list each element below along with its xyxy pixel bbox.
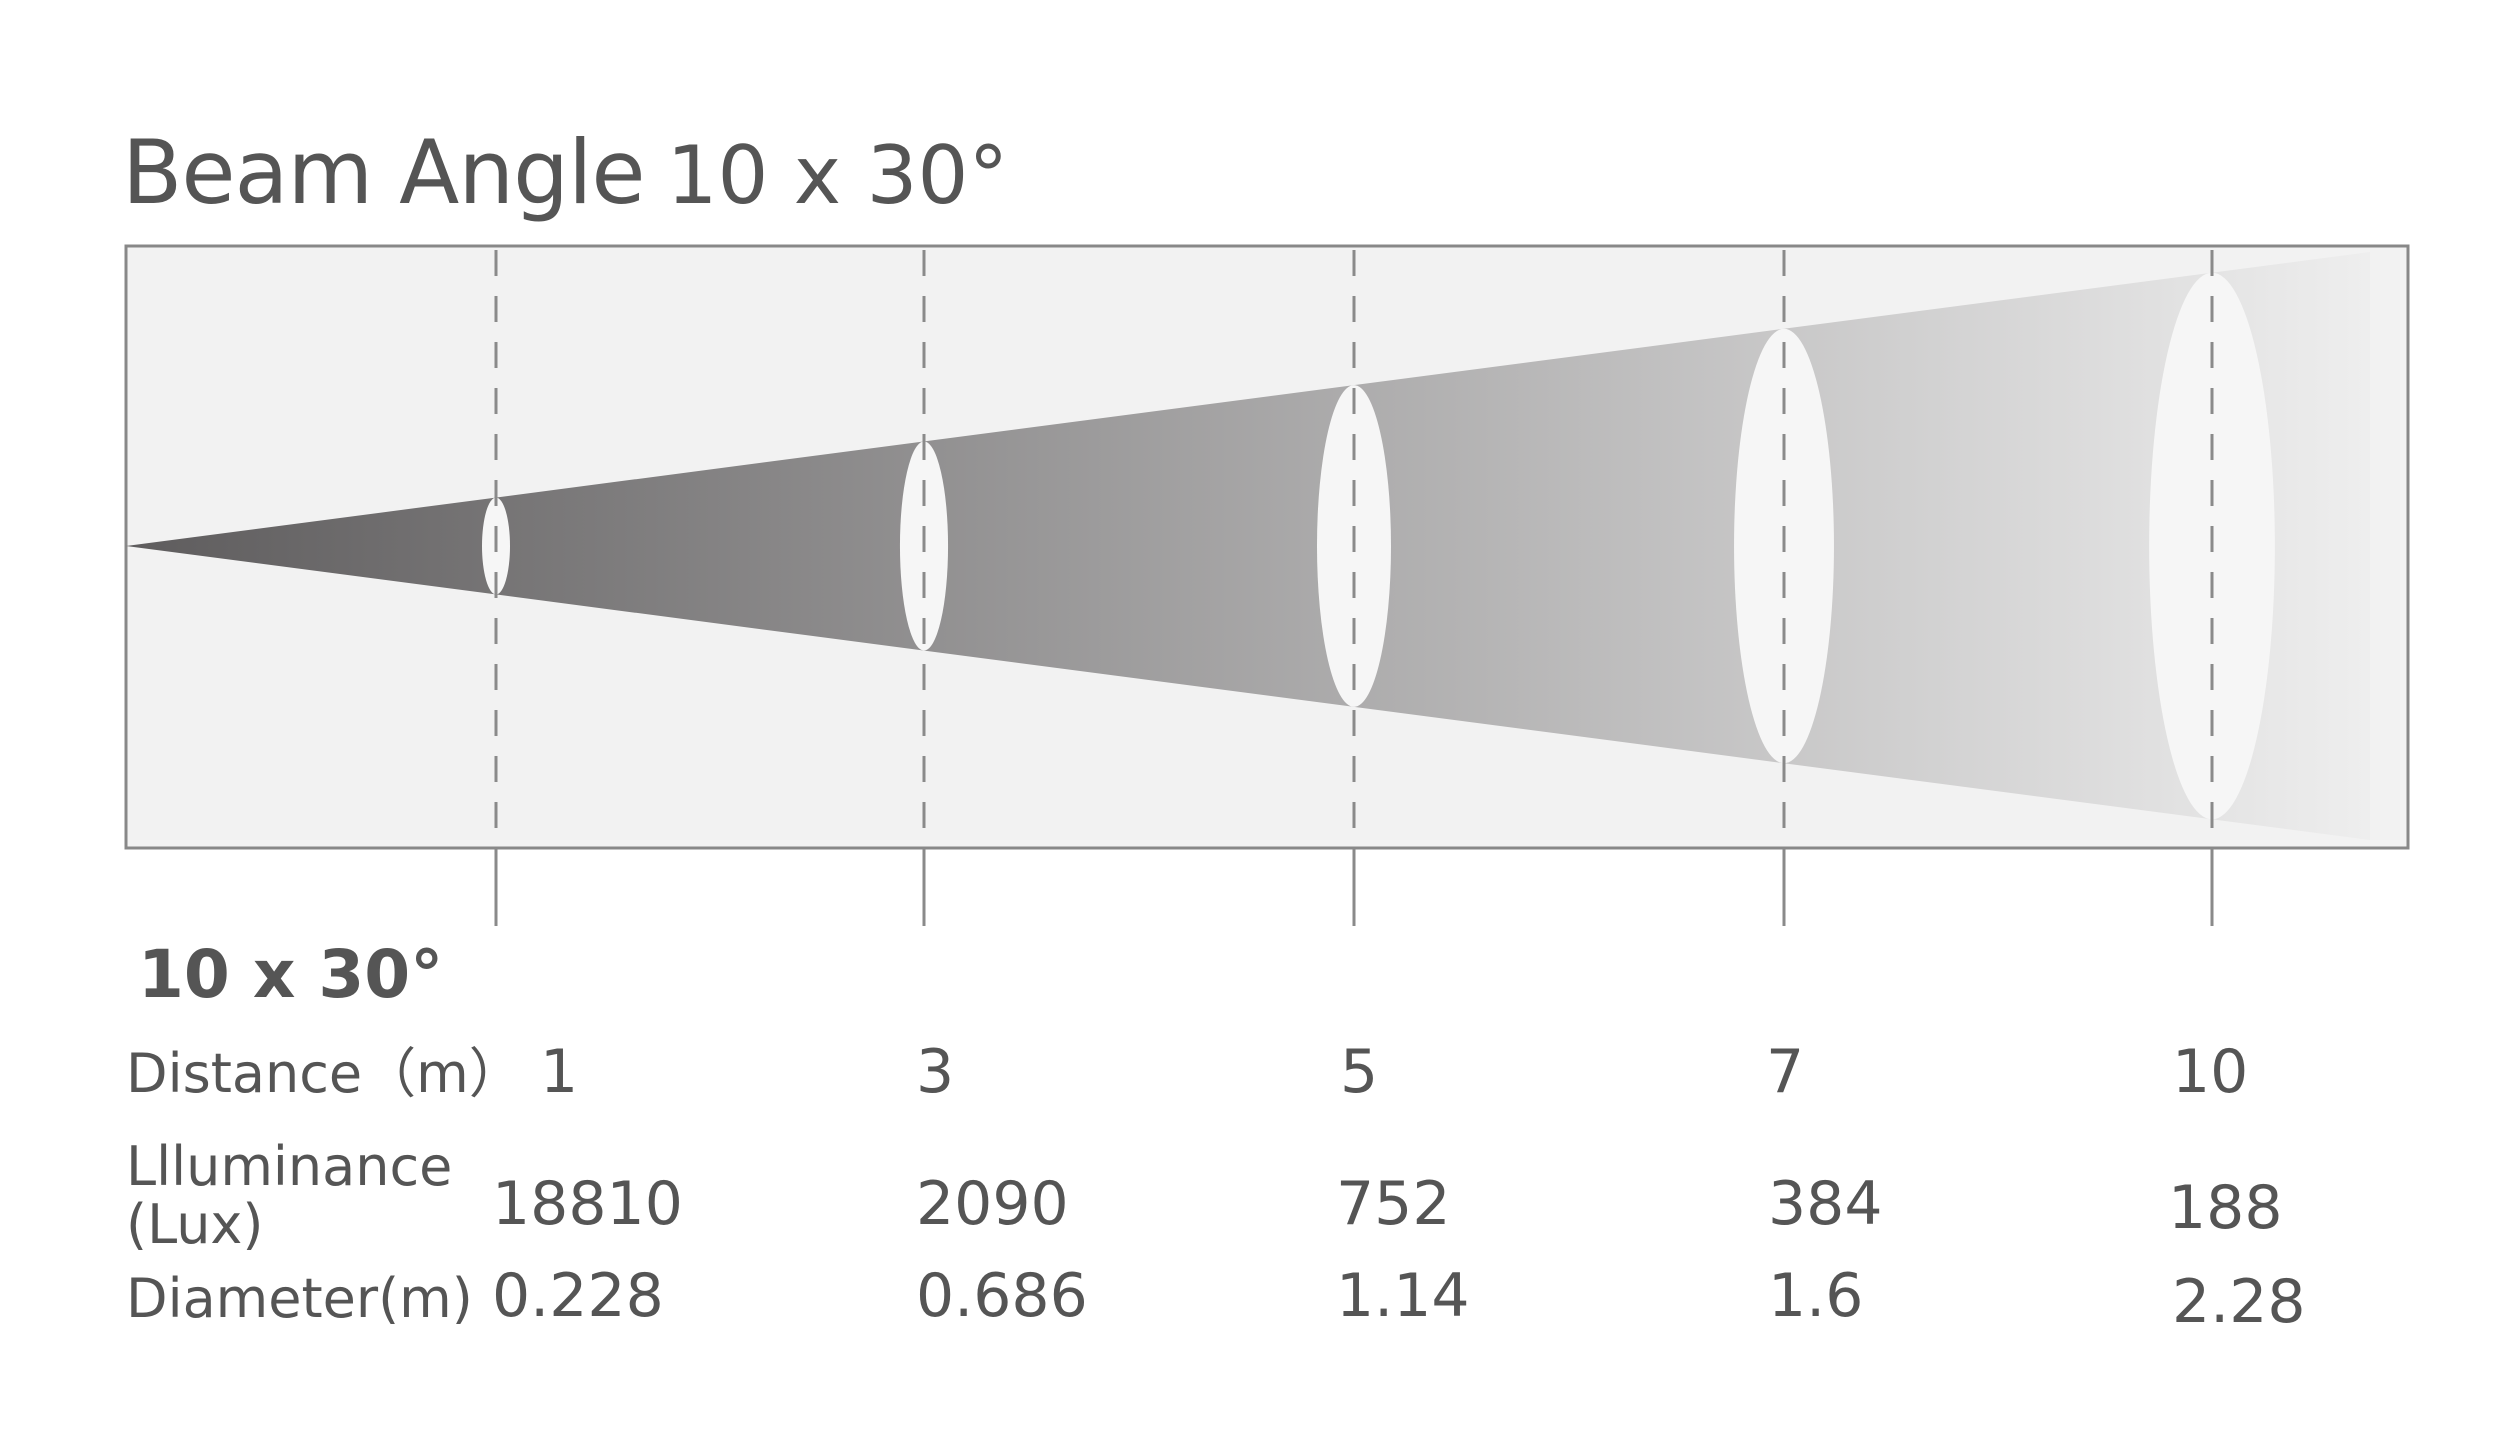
- distance-value: 5: [1340, 1037, 1379, 1107]
- diameter-value: 0.228: [492, 1261, 664, 1331]
- table-angle-label: 10 x 30°: [138, 936, 444, 1013]
- illuminance-value: 18810: [492, 1169, 683, 1239]
- title-angle: 10 x 30°: [666, 129, 1009, 222]
- distance-value: 3: [916, 1037, 955, 1107]
- illuminance-value: 2090: [916, 1169, 1069, 1239]
- illuminance-row-label-line2: (Lux): [126, 1193, 264, 1256]
- illuminance-row-label-line1: Llluminance: [126, 1135, 453, 1198]
- diameter-value: 2.28: [2172, 1267, 2306, 1337]
- diameter-row-label: Diameter(m): [126, 1267, 473, 1330]
- diameter-value: 1.6: [1768, 1261, 1864, 1331]
- illuminance-value: 188: [2168, 1173, 2283, 1243]
- illuminance-value: 384: [1768, 1169, 1883, 1239]
- diameter-value: 1.14: [1336, 1261, 1470, 1331]
- distance-row-label: Distance（m）: [126, 1042, 523, 1105]
- illuminance-value: 752: [1336, 1169, 1451, 1239]
- diameter-value: 0.686: [916, 1261, 1088, 1331]
- distance-value: 10: [2172, 1037, 2249, 1107]
- distance-value: 1: [540, 1037, 579, 1107]
- diagram-title: Beam Angle 10 x 30°: [122, 118, 1008, 231]
- title-main: Beam Angle: [122, 121, 646, 224]
- distance-guides: [494, 250, 2214, 926]
- distance-value: 7: [1766, 1037, 1805, 1107]
